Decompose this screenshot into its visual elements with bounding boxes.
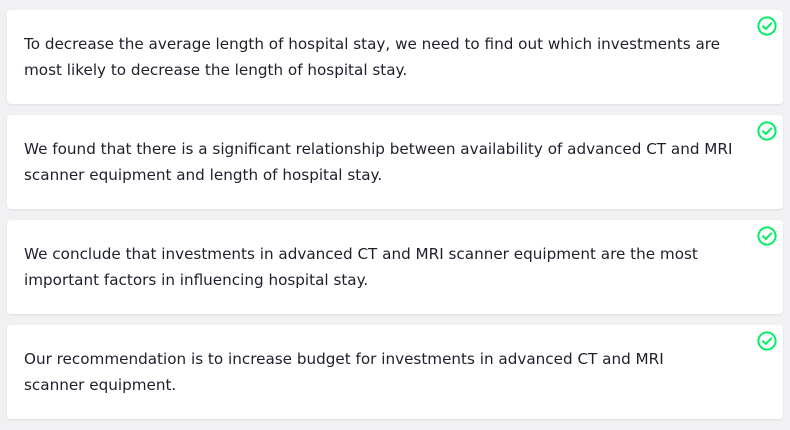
statement-text: We found that there is a significant rel…	[24, 140, 733, 184]
statement-card-1[interactable]: To decrease the average length of hospit…	[7, 10, 783, 104]
check-circle-icon	[757, 226, 777, 246]
statement-text: Our recommendation is to increase budget…	[24, 350, 664, 394]
statement-text: We conclude that investments in advanced…	[24, 245, 698, 289]
check-circle-icon	[757, 331, 777, 351]
statement-card-3[interactable]: We conclude that investments in advanced…	[7, 220, 783, 314]
statement-text: To decrease the average length of hospit…	[24, 35, 721, 79]
check-circle-icon	[757, 121, 777, 141]
statement-card-2[interactable]: We found that there is a significant rel…	[7, 115, 783, 209]
statement-card-4[interactable]: Our recommendation is to increase budget…	[7, 325, 783, 419]
check-circle-icon	[757, 16, 777, 36]
statement-list: To decrease the average length of hospit…	[7, 10, 783, 430]
